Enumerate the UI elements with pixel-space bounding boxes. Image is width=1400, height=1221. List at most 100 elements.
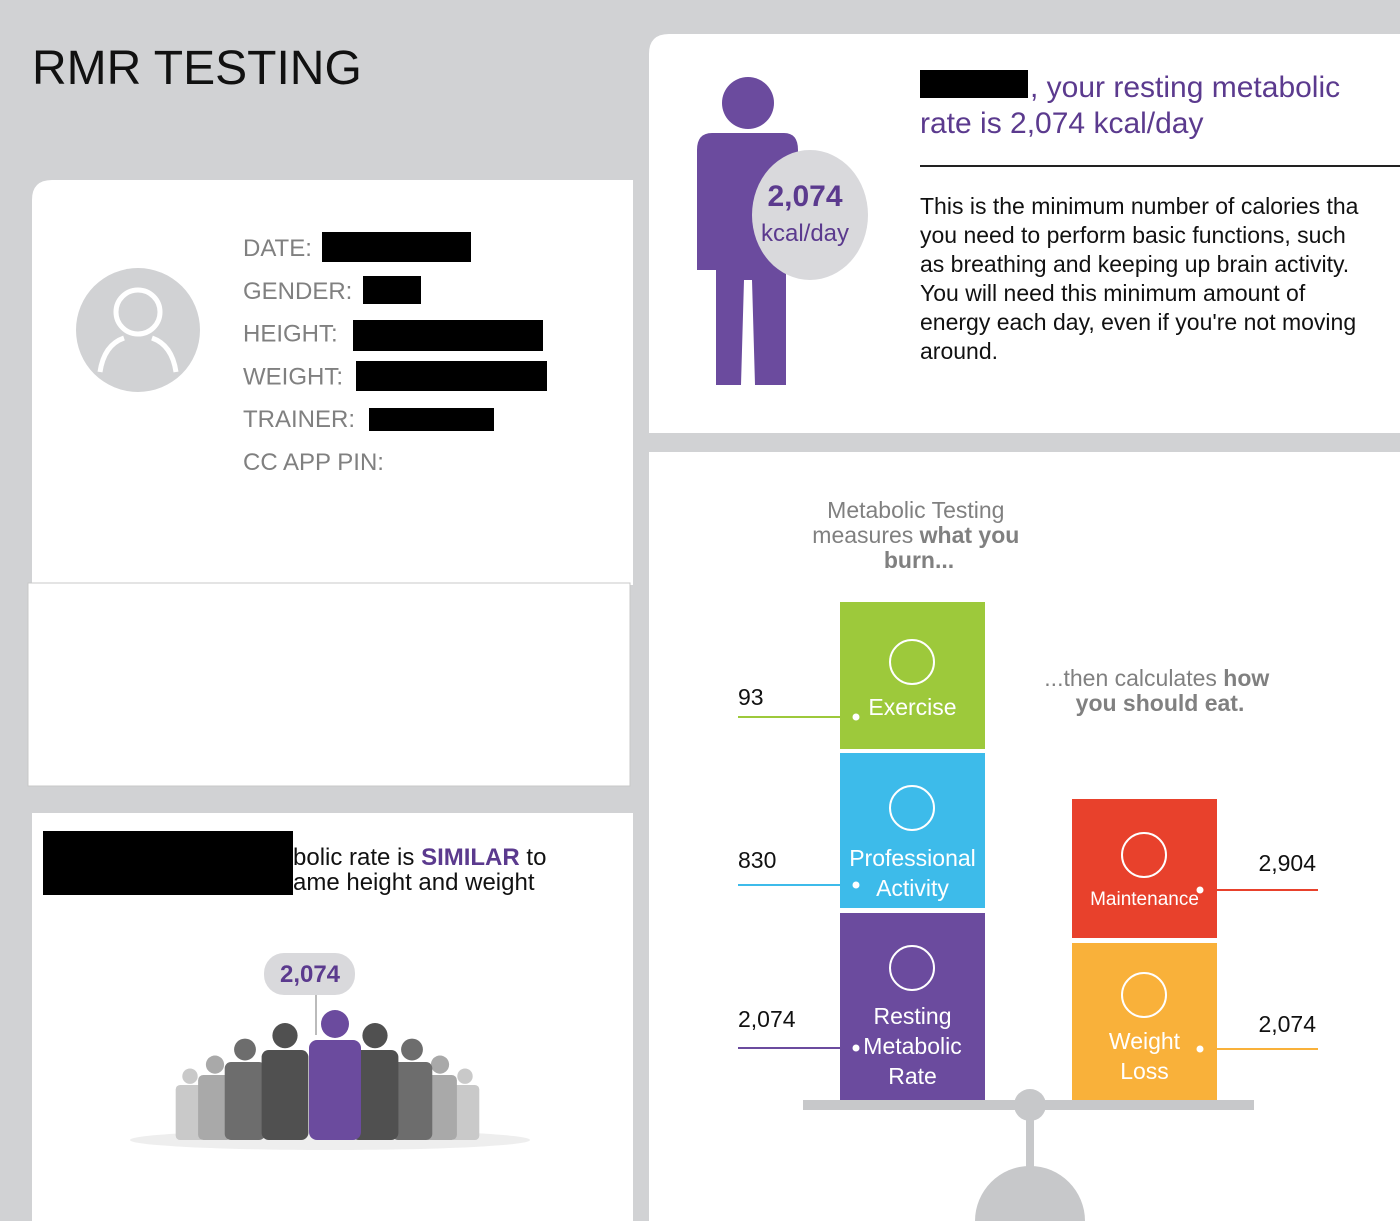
description-line: This is the minimum number of calories t… — [920, 193, 1359, 219]
crowd — [175, 1010, 480, 1140]
head — [205, 1055, 225, 1074]
value-label: 2,074 — [1258, 1011, 1316, 1037]
description-line: energy each day, even if you're not movi… — [920, 309, 1356, 335]
redactions — [43, 70, 1028, 895]
icon — [889, 639, 935, 685]
icon — [889, 945, 935, 991]
leader-dot — [1196, 1045, 1204, 1053]
blank-box — [27, 582, 631, 787]
body — [391, 1062, 433, 1140]
value-label: 2,904 — [1258, 850, 1316, 876]
body — [309, 1040, 361, 1140]
text: bolic rate is — [293, 844, 421, 871]
block-label: Metabolic — [863, 1033, 961, 1059]
block-label: Loss — [1120, 1058, 1169, 1084]
rmr-badge — [752, 150, 868, 280]
crowd-person — [175, 1068, 205, 1140]
body — [224, 1062, 266, 1140]
crowd-person — [351, 1023, 399, 1140]
block-label: Maintenance — [1090, 889, 1199, 910]
profile-card — [32, 180, 633, 585]
emphasis: how — [1223, 665, 1269, 691]
emphasis: burn... — [884, 547, 954, 573]
icon — [889, 785, 935, 831]
body — [198, 1075, 232, 1140]
head — [321, 1010, 349, 1038]
avatar-body — [97, 335, 179, 373]
comparison-text: bolic rate is SIMILAR to — [293, 844, 546, 871]
body — [175, 1085, 205, 1140]
icon — [1121, 972, 1167, 1018]
block-label: Activity — [876, 875, 949, 901]
head — [234, 1038, 256, 1061]
block-label: Resting — [874, 1003, 952, 1029]
text: ...then calculates how — [1044, 665, 1269, 691]
comparison-text: ame height and weight — [293, 869, 535, 896]
intro: Metabolic Testing measures what you burn… — [812, 497, 1025, 573]
avatar — [76, 268, 200, 392]
leader-dot — [1196, 886, 1204, 894]
crowd-person — [309, 1010, 361, 1140]
field-label: WEIGHT: — [243, 363, 343, 390]
head — [362, 1023, 388, 1049]
headline: rate is 2,074 kcal/day — [920, 107, 1204, 140]
crowd-person — [450, 1068, 480, 1140]
field-label: CC APP PIN: — [243, 449, 384, 476]
leader-dot — [852, 1044, 860, 1052]
value-label: 830 — [738, 847, 776, 873]
block — [840, 913, 985, 1100]
text: measures — [812, 522, 919, 548]
head — [457, 1068, 473, 1084]
body — [450, 1085, 480, 1140]
emphasis: SIMILAR — [421, 844, 520, 871]
block-label: Weight — [1109, 1028, 1181, 1054]
field-label: GENDER: — [243, 278, 352, 305]
emphasis: you should eat. — [1076, 690, 1245, 716]
text: Metabolic Testing — [827, 497, 1004, 523]
icon — [1121, 832, 1167, 878]
description-line: as breathing and keeping up brain activi… — [920, 251, 1349, 277]
calc: ...then calculates how you should eat. — [1044, 665, 1275, 716]
field-label: TRAINER: — [243, 406, 355, 433]
text: ...then calculates — [1044, 665, 1223, 691]
head — [401, 1038, 423, 1061]
rmr-card — [649, 34, 1400, 433]
value-label: 93 — [738, 684, 764, 710]
text: to — [520, 844, 547, 871]
value-label: 2,074 — [738, 1006, 796, 1032]
crowd-person — [391, 1038, 433, 1140]
head — [182, 1068, 198, 1084]
avatar-head — [113, 287, 163, 337]
scale-pivot — [1014, 1089, 1046, 1121]
field-label: DATE: — [243, 235, 312, 262]
description-line: around. — [920, 338, 998, 364]
block — [1072, 799, 1217, 938]
block — [1072, 943, 1217, 1100]
comparison-value: 2,074 — [280, 961, 341, 988]
block-label: Rate — [888, 1063, 937, 1089]
body — [351, 1050, 399, 1140]
description-line: You will need this minimum amount of — [920, 280, 1306, 306]
head — [430, 1055, 450, 1074]
leader-dot — [852, 713, 860, 721]
headline: , your resting metabolic — [1030, 71, 1340, 104]
crowd-person — [224, 1038, 266, 1140]
block-label: Exercise — [868, 694, 956, 720]
block — [840, 602, 985, 749]
scale-post — [1026, 1110, 1034, 1170]
body — [261, 1050, 309, 1140]
page-title: RMR TESTING — [32, 42, 362, 95]
badge-unit: kcal/day — [761, 220, 849, 247]
crowd-person — [198, 1055, 232, 1140]
scale-base — [975, 1166, 1085, 1221]
crowd-person — [261, 1023, 309, 1140]
head — [272, 1023, 298, 1049]
leader-dot — [852, 881, 860, 889]
description-line: you need to perform basic functions, suc… — [920, 222, 1346, 248]
comparison-badge — [264, 953, 355, 995]
block-label: Professional — [849, 845, 976, 871]
field-label: HEIGHT: — [243, 321, 338, 348]
text: measures what you — [812, 522, 1019, 548]
